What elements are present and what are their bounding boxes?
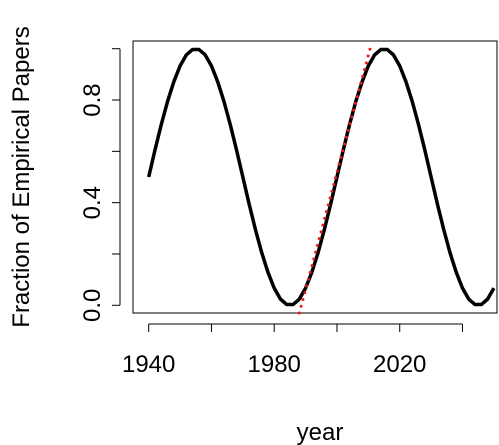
x-tick-label: 1940 [122, 351, 175, 378]
sine-curve-line [146, 47, 496, 307]
y-tick-label: 0.0 [79, 289, 106, 322]
x-tick-label: 2020 [373, 351, 426, 378]
y-axis: 0.0 0.4 0.8 [79, 48, 121, 322]
x-tick-label: 1980 [248, 351, 301, 378]
y-axis-label: Fraction of Empirical Papers [8, 26, 35, 327]
y-tick-label: 0.8 [79, 83, 106, 116]
x-axis-label: year [297, 419, 344, 445]
series-layer [146, 42, 496, 315]
plot-frame [132, 40, 498, 314]
x-axis: 1940 1980 2020 [122, 323, 463, 378]
tangent-dotted-line [297, 42, 373, 315]
y-tick-label: 0.4 [79, 186, 106, 219]
